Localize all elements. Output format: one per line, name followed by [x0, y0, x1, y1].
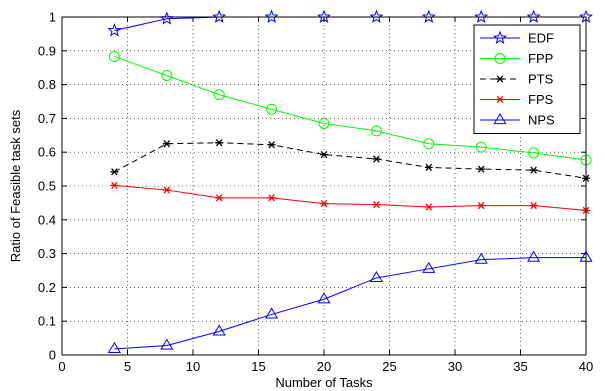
data-point-pts	[477, 165, 486, 173]
data-point-fps	[529, 201, 538, 210]
data-point-edf	[212, 9, 227, 23]
data-point-fpp	[108, 51, 120, 63]
x-tick-label: 10	[186, 359, 200, 374]
legend-marker-fps	[496, 95, 504, 104]
data-point-edf	[421, 9, 436, 23]
data-point-fps	[110, 181, 119, 189]
data-point-nps	[107, 341, 121, 354]
series-pts	[110, 139, 590, 182]
series-line-nps	[114, 257, 586, 350]
series-line-fps	[114, 184, 587, 211]
data-point-nps	[474, 252, 488, 264]
legend-label-fps: FPS	[528, 92, 554, 107]
data-point-nps	[317, 292, 331, 304]
data-point-fps	[477, 201, 486, 210]
legend-label-pts: PTS	[528, 72, 554, 87]
data-point-nps	[160, 338, 174, 350]
ticks: 0 5 10 15 20 25 30 35 40 0 0.1 0.2 0.3 0.4 0.5 0.6 0.7 0.…	[38, 10, 593, 375]
y-axis-label: Ratio of Feasible task sets	[8, 109, 23, 262]
data-point-fpp	[161, 69, 173, 81]
data-point-fpp	[266, 103, 278, 115]
legend-marker-pts	[496, 75, 504, 83]
legend-entry-nps: NPS	[480, 113, 555, 128]
legend: EDF FPP PTS FPS NPS	[473, 24, 581, 134]
y-tick-label: 0.4	[38, 212, 56, 227]
y-tick-label: 0.1	[38, 314, 56, 329]
series-line-fpp	[114, 56, 587, 161]
x-axis-label: Number of Tasks	[275, 375, 373, 390]
y-tick-label: 0.7	[38, 111, 56, 126]
data-point-pts	[110, 168, 119, 176]
data-point-nps	[527, 250, 541, 262]
y-tick-label: 0.9	[38, 43, 56, 58]
data-point-nps	[422, 261, 436, 273]
x-tick-label: 5	[124, 359, 131, 374]
data-point-fpp	[423, 138, 435, 150]
legend-label-edf: EDF	[528, 31, 554, 46]
data-point-pts	[267, 141, 276, 149]
legend-entry-fps: FPS	[480, 92, 554, 107]
data-point-nps	[265, 307, 279, 319]
data-point-edf	[474, 9, 489, 23]
data-point-fpp	[528, 147, 540, 159]
data-point-edf	[107, 23, 122, 37]
y-tick-label: 0	[49, 348, 56, 363]
x-tick-label: 25	[382, 359, 396, 374]
data-point-fps	[424, 203, 433, 211]
data-point-fps	[372, 200, 381, 209]
data-point-fpp	[370, 125, 382, 137]
y-tick-label: 0.2	[38, 280, 56, 295]
data-point-pts	[215, 139, 224, 147]
legend-label-nps: NPS	[528, 113, 555, 128]
y-tick-label: 0.5	[38, 179, 56, 194]
data-point-fpp	[475, 141, 487, 153]
data-point-fpp	[213, 89, 225, 101]
y-tick-label: 0.8	[38, 77, 56, 92]
data-point-pts	[162, 140, 171, 148]
data-point-pts	[320, 150, 328, 159]
data-point-edf	[526, 9, 541, 23]
x-tick-label: 15	[251, 359, 265, 374]
data-point-fps	[162, 186, 171, 194]
legend-box	[473, 24, 581, 134]
legend-entry-pts: PTS	[480, 72, 554, 87]
y-tick-label: 0.6	[38, 145, 56, 160]
data-point-fpp	[318, 117, 330, 129]
data-point-nps	[369, 270, 383, 283]
series-fpp	[108, 51, 592, 166]
series-fps	[110, 181, 590, 214]
data-point-nps	[212, 324, 226, 336]
x-tick-label: 35	[513, 359, 527, 374]
x-tick-label: 40	[579, 359, 593, 374]
legend-marker-fpp	[494, 53, 506, 64]
data-point-edf	[369, 9, 384, 23]
x-tick-label: 20	[317, 359, 331, 374]
y-tick-label: 1	[49, 10, 56, 25]
data-point-pts	[529, 166, 538, 174]
legend-entry-edf: EDF	[480, 31, 554, 46]
data-point-fps	[320, 199, 328, 208]
data-point-edf	[264, 9, 279, 23]
legend-entry-fpp: FPP	[480, 51, 553, 66]
data-point-pts	[424, 163, 433, 172]
legend-marker-nps	[493, 113, 507, 125]
legend-marker-edf	[492, 30, 508, 44]
data-point-fps	[267, 194, 276, 202]
data-point-pts	[372, 155, 381, 163]
data-point-fps	[215, 194, 224, 202]
x-tick-label: 30	[448, 359, 462, 374]
legend-label-fpp: FPP	[528, 51, 553, 66]
y-tick-label: 0.3	[38, 246, 56, 261]
series-line-pts	[114, 142, 587, 179]
x-tick-label: 0	[58, 359, 65, 374]
